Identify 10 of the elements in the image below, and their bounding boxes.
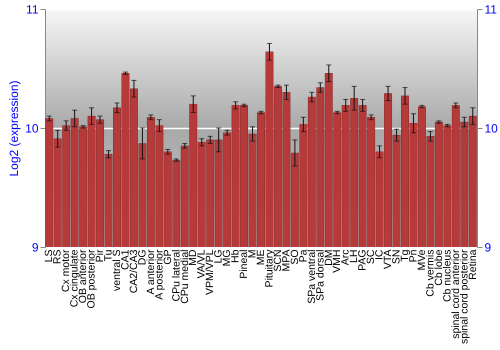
y2-tick-label: 10 <box>484 122 498 136</box>
y2-tick-label: 11 <box>484 2 498 16</box>
y-tick-label: 11 <box>26 2 39 16</box>
x-tick-label: Tg <box>399 249 411 262</box>
x-tick-label: A posterior <box>153 249 166 300</box>
y2-tick-label: 9 <box>484 240 492 254</box>
y-tick-label: 9 <box>32 240 39 254</box>
x-tick-label: DG <box>136 250 148 266</box>
y-axis-title: Log2 (expression) <box>7 80 22 177</box>
y-tick-label: 10 <box>25 122 39 136</box>
